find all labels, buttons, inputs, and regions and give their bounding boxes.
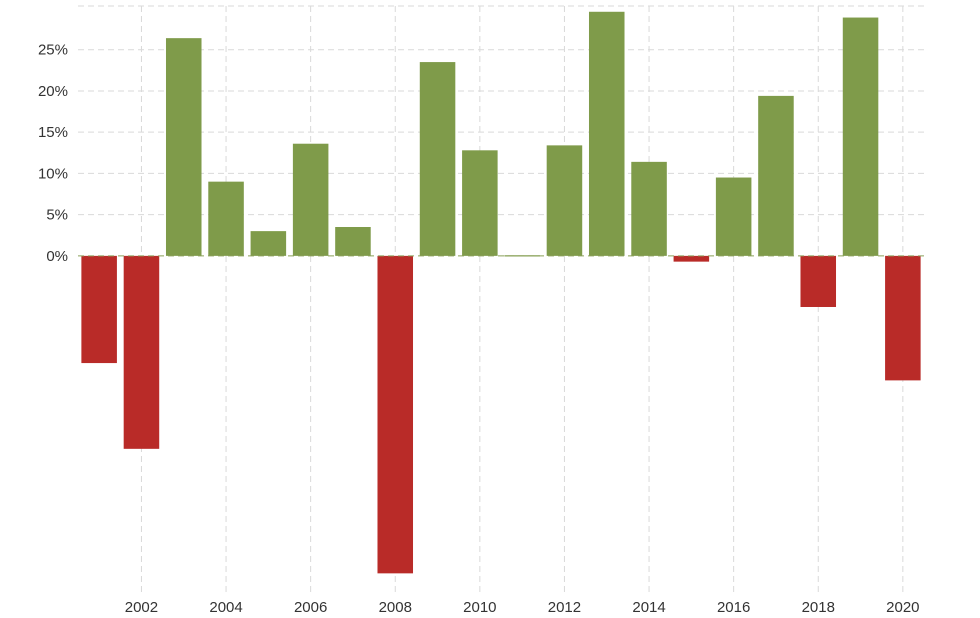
y-tick-label: 15%: [38, 124, 68, 141]
x-tick-label: 2016: [717, 599, 750, 616]
bar-2009: [419, 62, 456, 256]
bar-2013: [588, 11, 625, 256]
bar-2008: [377, 255, 414, 574]
bar-2004: [208, 181, 244, 256]
bar-2014: [631, 161, 667, 256]
bar-2015: [673, 255, 710, 262]
bar-2003: [165, 38, 202, 256]
bars: [81, 11, 921, 574]
y-tick-label: 5%: [46, 207, 68, 224]
bar-2017: [758, 95, 794, 256]
y-tick-label: 10%: [38, 165, 68, 182]
y-axis-ticks: 0% 5% 10% 15% 20% 25%: [38, 42, 68, 265]
x-tick-label: 2008: [379, 599, 412, 616]
x-tick-label: 2014: [632, 599, 665, 616]
x-tick-label: 2018: [802, 599, 835, 616]
bar-2006: [292, 143, 329, 256]
bar-2010: [462, 150, 498, 256]
bar-2016: [715, 177, 752, 256]
x-tick-label: 2020: [886, 599, 919, 616]
x-axis-ticks: 2002 2004 2006 2008 2010 2012 2014 2016 2018 2020: [125, 599, 920, 616]
bar-2019: [842, 17, 879, 256]
x-tick-label: 2004: [209, 599, 242, 616]
y-tick-label: 0%: [46, 248, 68, 265]
bar-2018: [800, 255, 837, 307]
grid-lines: [78, 5, 924, 595]
x-tick-label: 2006: [294, 599, 327, 616]
y-tick-label: 25%: [38, 42, 68, 59]
bar-2007: [335, 227, 371, 256]
x-tick-label: 2010: [463, 599, 496, 616]
x-tick-label: 2002: [125, 599, 158, 616]
bar-2012: [546, 145, 583, 256]
x-tick-label: 2012: [548, 599, 581, 616]
bar-2020: [885, 255, 921, 381]
bar-2001: [81, 255, 117, 364]
y-tick-label: 20%: [38, 83, 68, 100]
bar-2005: [250, 231, 287, 256]
bar-2002: [123, 255, 160, 449]
